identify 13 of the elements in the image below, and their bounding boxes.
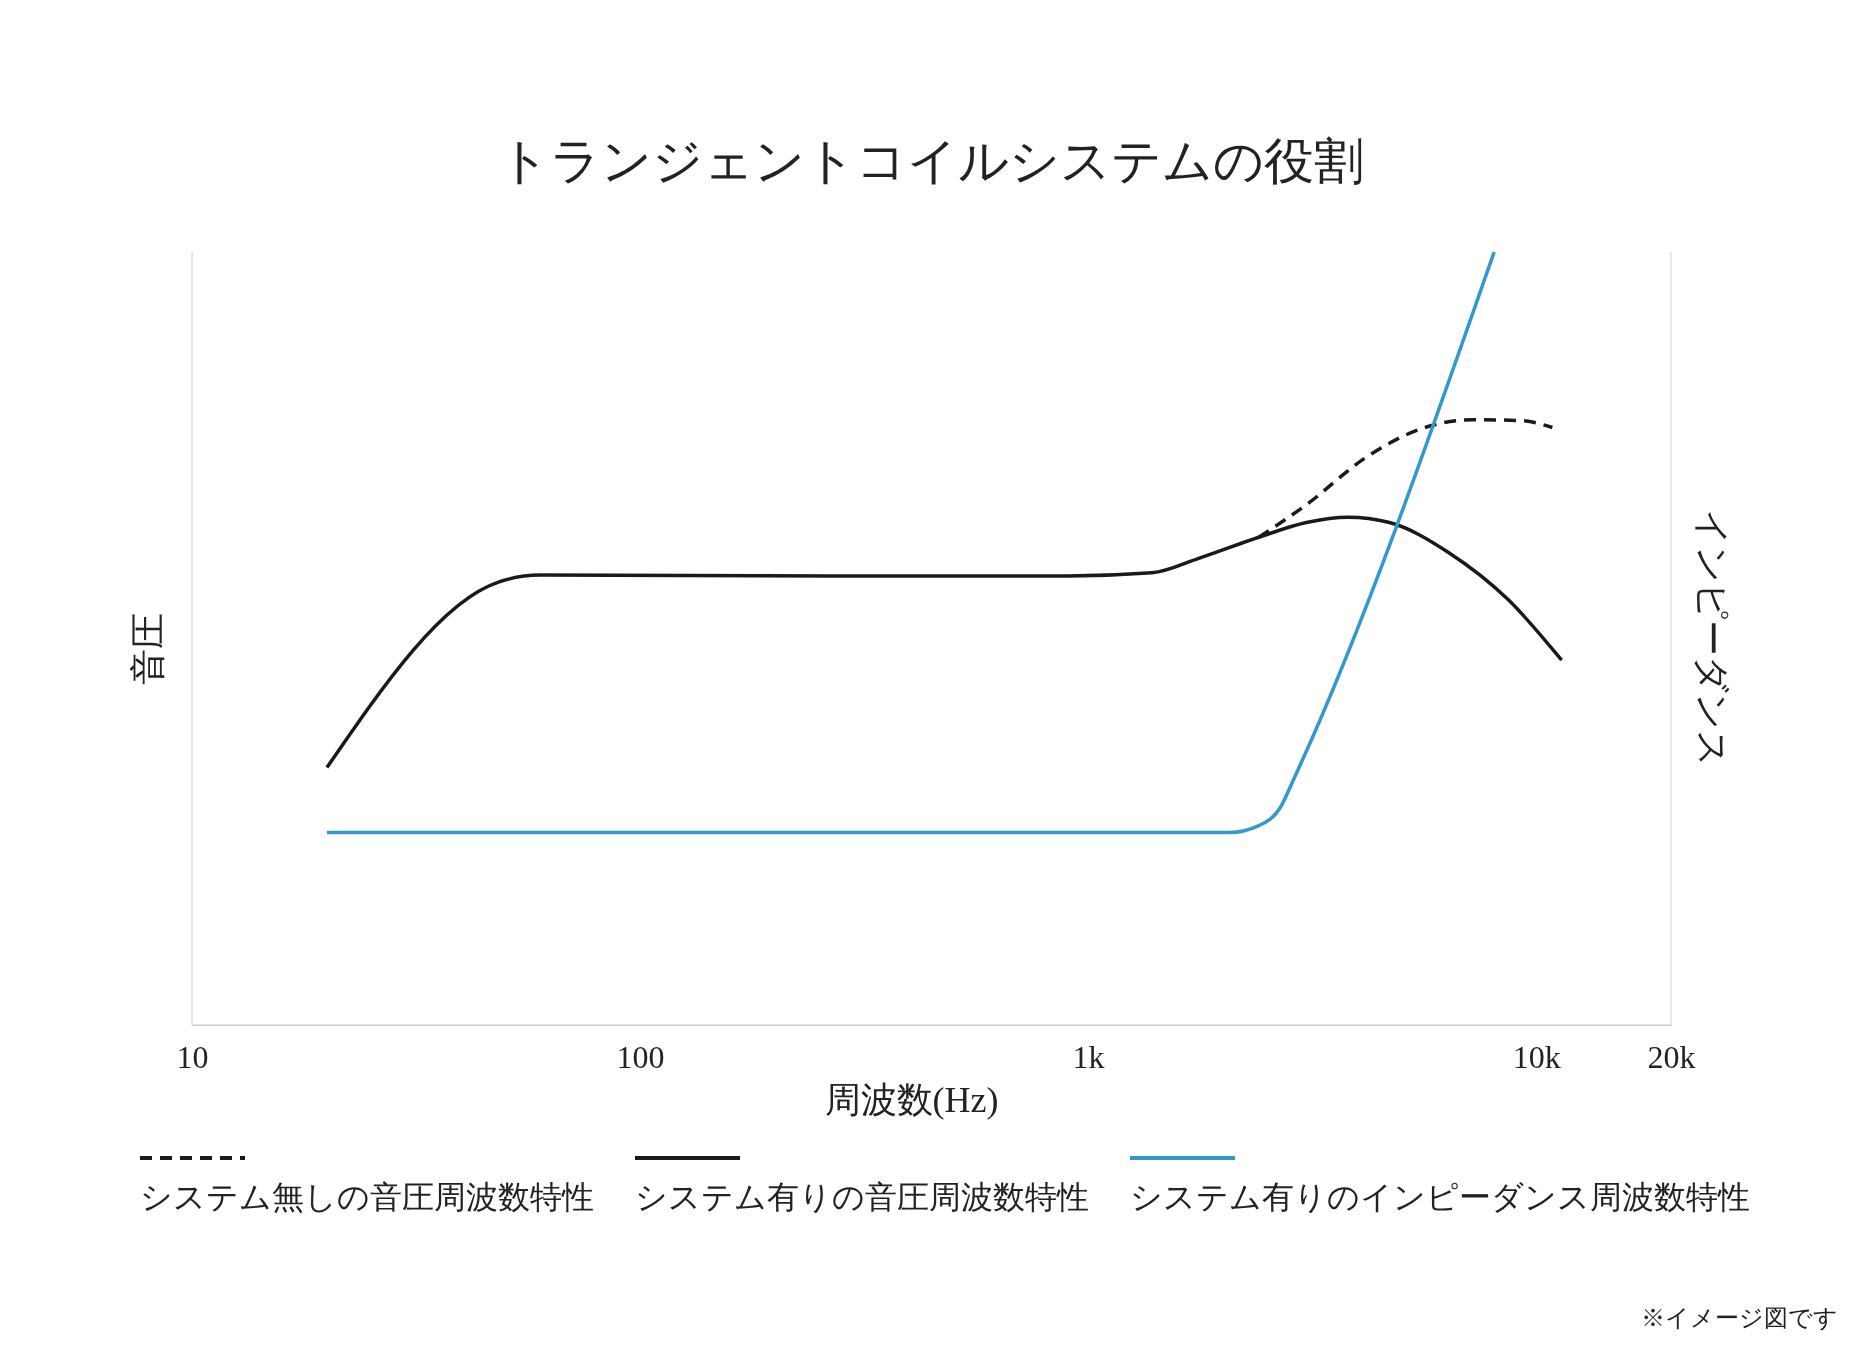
x-tick-label: 1k: [1072, 1038, 1105, 1075]
x-tick-label: 20k: [1647, 1038, 1696, 1075]
x-tick-label: 10k: [1512, 1038, 1561, 1075]
chart-title: トランジェントコイルシステムの役割: [498, 133, 1364, 189]
legend-label: システム有りの音圧周波数特性: [635, 1179, 1089, 1215]
legend-label: システム無しの音圧周波数特性: [140, 1179, 594, 1215]
text: ※イメージ図です: [1641, 1305, 1838, 1331]
legend-label: システム有りのインピーダンス周波数特性: [1130, 1179, 1750, 1215]
x-axis-title: 周波数(Hz): [824, 1080, 999, 1120]
x-tick-label: 100: [616, 1038, 665, 1075]
y-axis-title: 音圧: [128, 612, 168, 685]
x-tick-label: 10: [176, 1038, 209, 1075]
y2-axis-title: インピーダンス: [1692, 508, 1732, 767]
